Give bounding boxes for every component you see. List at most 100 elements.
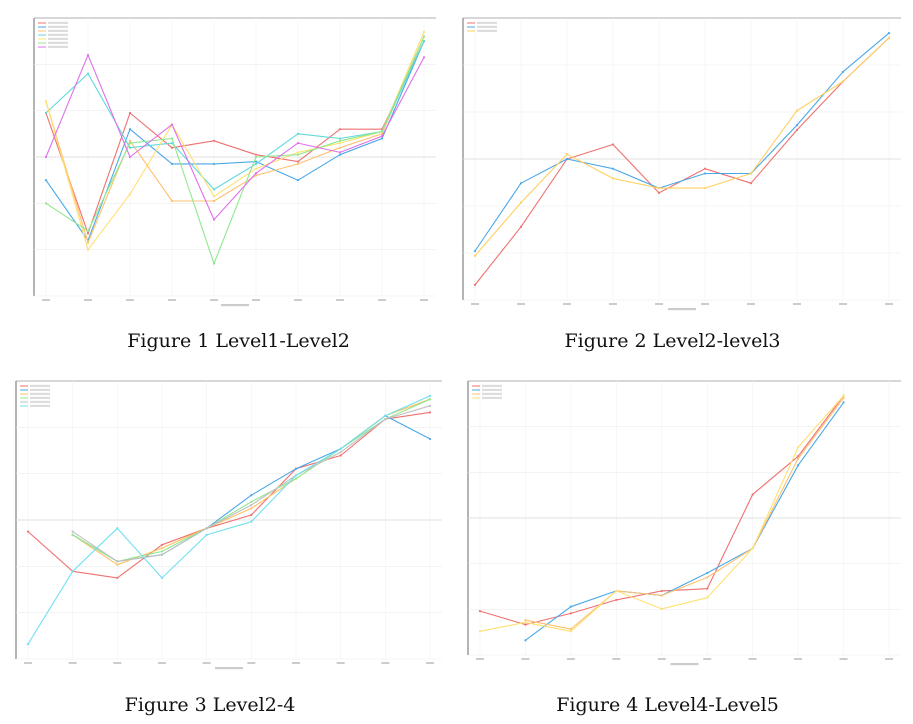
- legend-text-2: [30, 388, 50, 391]
- x-tick-label: [84, 299, 92, 301]
- x-tick-label: [701, 303, 709, 305]
- data-point: [339, 451, 342, 454]
- x-tick-label: [252, 299, 260, 301]
- data-point: [842, 394, 845, 397]
- x-tick-label: [378, 299, 386, 301]
- x-tick-label: [563, 303, 571, 305]
- data-point: [519, 225, 523, 228]
- x-tick-label: [113, 662, 122, 664]
- data-point: [71, 530, 74, 533]
- data-point: [657, 186, 661, 190]
- x-tick-label: [294, 299, 302, 301]
- data-point: [338, 142, 342, 145]
- data-point: [795, 109, 799, 112]
- data-point: [524, 623, 527, 626]
- x-axis-title: [670, 663, 699, 666]
- data-point: [524, 621, 527, 624]
- legend-text-6: [30, 404, 50, 407]
- data-point: [116, 563, 119, 566]
- data-point: [86, 232, 90, 235]
- figure-caption-2: Figure 2 Level2-level3: [564, 330, 781, 352]
- x-tick-label: [24, 662, 32, 664]
- data-point: [380, 130, 384, 133]
- line-chart-1: [33, 17, 436, 307]
- x-axis-title: [668, 308, 696, 311]
- data-point: [160, 550, 164, 553]
- series-line-2: [45, 40, 425, 241]
- x-tick-label: [839, 658, 848, 660]
- data-point: [703, 167, 707, 170]
- figure-caption-3: Figure 3 Level2-4: [124, 694, 296, 716]
- x-tick-label: [747, 303, 755, 305]
- data-point: [524, 639, 527, 642]
- x-tick-label: [168, 299, 176, 301]
- data-point: [170, 199, 174, 203]
- data-point: [170, 146, 174, 149]
- data-point: [71, 533, 74, 536]
- data-point: [128, 142, 132, 145]
- x-tick-label: [381, 662, 390, 664]
- legend-text-4: [482, 396, 502, 399]
- data-point: [428, 398, 432, 401]
- series-line-3: [474, 37, 890, 257]
- series-line-3: [45, 36, 425, 244]
- data-point: [26, 643, 30, 646]
- legend-text-5: [48, 37, 68, 40]
- data-point: [338, 137, 342, 140]
- legend-text-3: [482, 392, 502, 395]
- data-point: [797, 446, 800, 449]
- data-point: [254, 167, 258, 170]
- legend-text-2: [482, 388, 502, 391]
- data-point: [887, 32, 891, 35]
- series-line-2: [474, 32, 890, 252]
- data-point: [250, 504, 253, 507]
- data-point: [706, 587, 709, 590]
- data-point: [212, 262, 216, 265]
- data-point: [569, 630, 572, 633]
- data-point: [160, 576, 164, 580]
- series-line-7: [45, 54, 425, 221]
- data-point: [703, 186, 707, 190]
- data-point: [294, 477, 298, 480]
- x-tick-label: [42, 299, 50, 301]
- data-point: [797, 455, 800, 458]
- data-point: [296, 179, 300, 182]
- data-point: [565, 153, 569, 156]
- data-point: [338, 151, 342, 154]
- data-point: [660, 594, 663, 597]
- chart-panel-1: [8, 12, 440, 312]
- series-line-3: [525, 397, 845, 630]
- x-tick-label: [292, 662, 300, 664]
- data-point: [212, 188, 216, 191]
- line-chart-4: [467, 380, 901, 666]
- data-point: [212, 139, 216, 142]
- x-tick-label: [885, 303, 893, 305]
- data-point: [380, 135, 384, 138]
- data-point: [296, 132, 300, 135]
- data-point: [524, 619, 527, 622]
- data-point: [422, 56, 426, 59]
- data-point: [254, 155, 258, 159]
- data-point: [569, 605, 572, 608]
- data-point: [473, 283, 477, 286]
- x-tick-label: [703, 658, 712, 660]
- legend-text-6: [48, 41, 68, 44]
- data-point: [26, 530, 30, 533]
- x-tick-label: [471, 303, 479, 305]
- data-point: [212, 199, 216, 203]
- data-point: [128, 192, 132, 196]
- x-tick-label: [247, 662, 256, 664]
- legend-text-4: [48, 33, 68, 36]
- legend-text-3: [477, 29, 497, 32]
- data-point: [86, 248, 90, 251]
- x-axis-title: [215, 667, 243, 670]
- data-point: [703, 172, 707, 175]
- chart-panel-2: [455, 12, 905, 312]
- data-point: [565, 157, 569, 161]
- data-point: [160, 553, 164, 556]
- x-tick-label: [426, 662, 434, 664]
- data-point: [749, 182, 753, 185]
- x-tick-label: [839, 303, 847, 305]
- legend-text-2: [477, 25, 497, 28]
- data-point: [660, 607, 663, 610]
